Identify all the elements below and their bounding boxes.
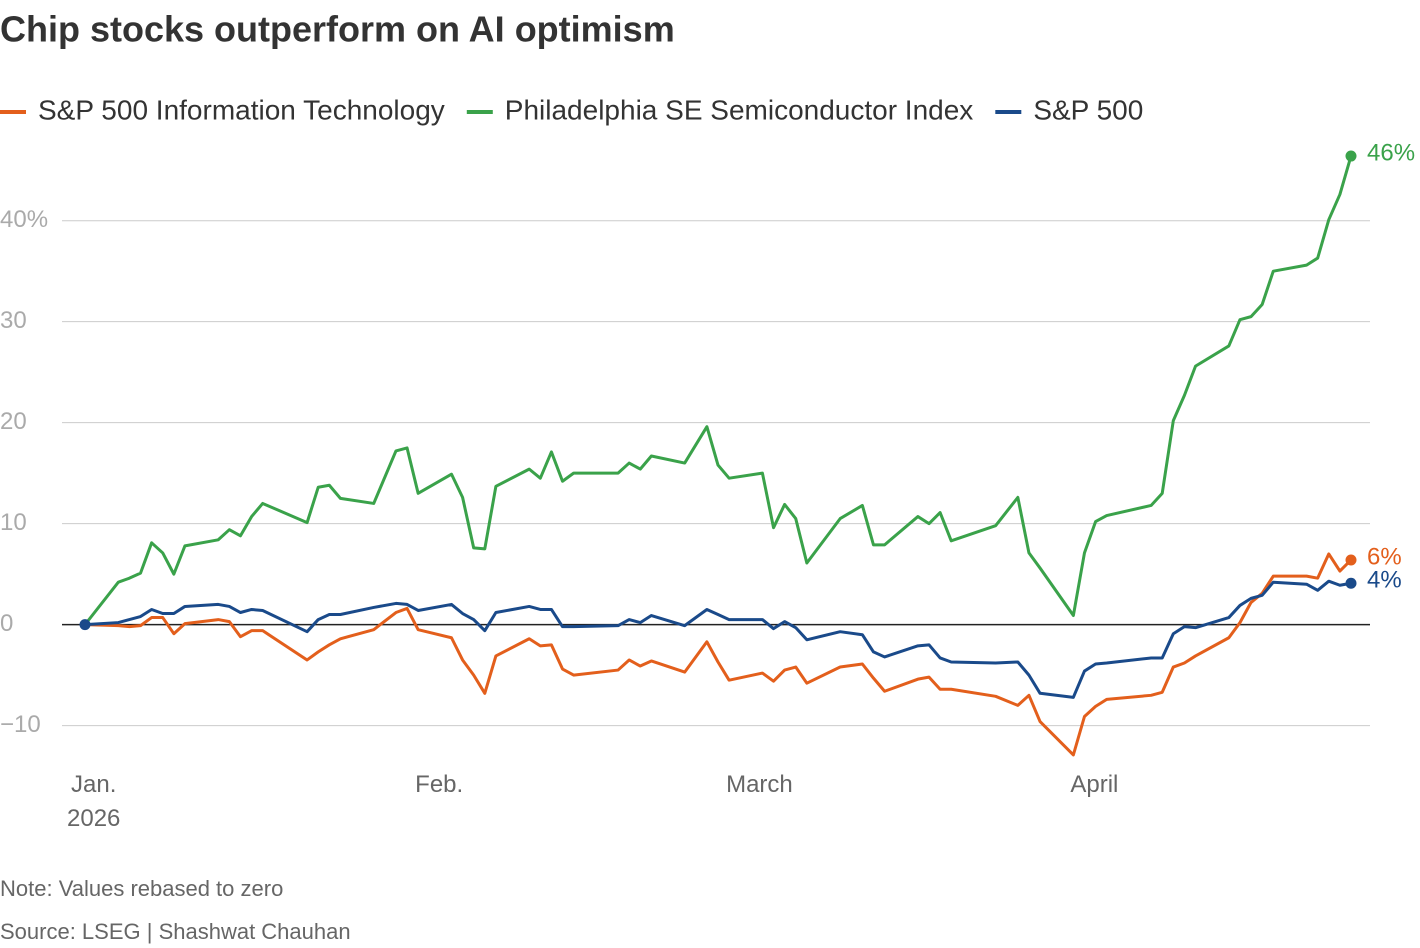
y-tick-label: 30 [0,307,27,334]
note: Note: Values rebased to zero [0,876,283,901]
y-tick-label: 0 [0,610,13,637]
series-line [84,552,1353,757]
x-tick-label: April [1070,771,1119,798]
x-tick-label: Jan. 2026 [67,771,121,832]
end-dot [1345,150,1357,162]
value-label: 46% [1367,139,1415,166]
start-dot [79,619,91,631]
value-label: 4% [1367,567,1402,594]
end-dot [1345,554,1357,566]
end-dot [1345,577,1357,589]
y-tick-label: −10 [0,711,41,738]
series-line [84,579,1352,699]
y-tick-label: 10 [0,509,27,536]
y-tick-label: 20 [0,408,27,435]
x-tick-label: March [726,771,793,798]
source: Source: LSEG | Shashwat Chauhan [0,919,351,944]
legend-label: Philadelphia SE Semiconductor Index [505,94,974,125]
legend-label: S&P 500 Information Technology [38,94,445,125]
chart-title: Chip stocks outperform on AI optimism [0,9,675,50]
legend-label: S&P 500 [1033,94,1143,125]
y-tick-label: 40% [0,206,48,233]
series-line [83,155,1353,626]
x-tick-label: Feb. [415,771,464,798]
value-label: 6% [1367,543,1402,570]
